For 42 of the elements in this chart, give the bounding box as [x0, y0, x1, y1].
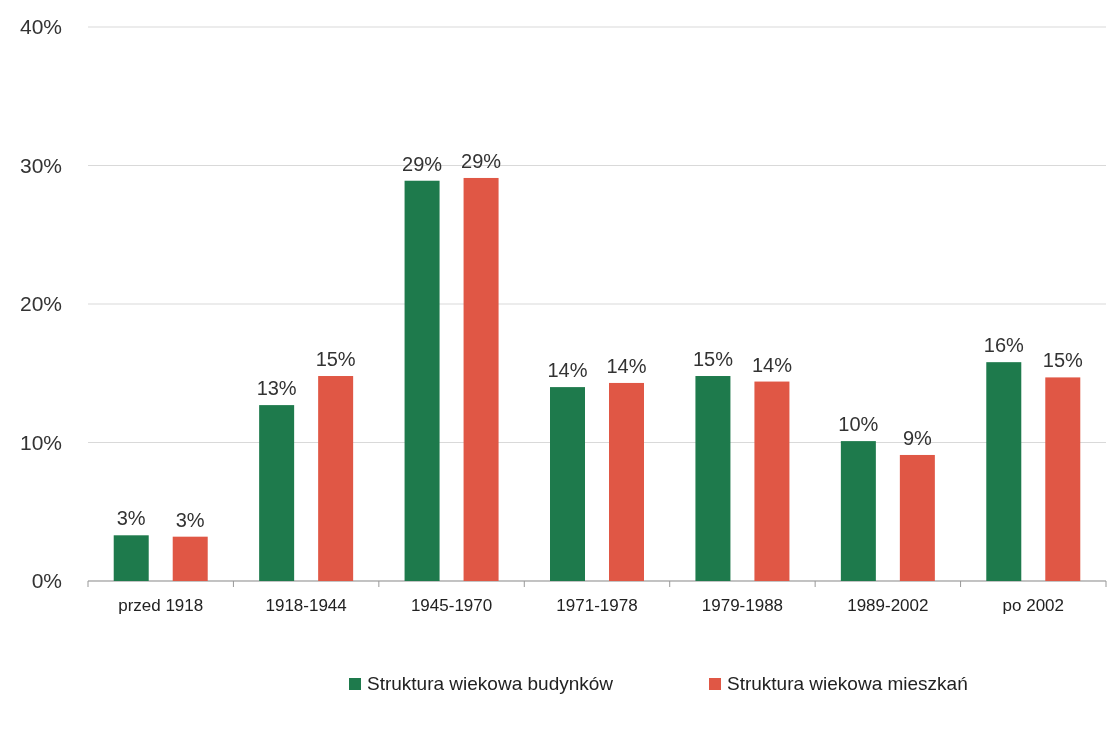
x-tick-label: 1979-1988 [701, 596, 784, 615]
y-tick-label: 10% [19, 430, 62, 454]
data-label: 3% [175, 508, 205, 531]
bar [318, 376, 354, 581]
x-tick-label: 1989-2002 [847, 596, 929, 615]
data-label: 10% [838, 413, 879, 436]
data-label: 14% [547, 359, 588, 382]
bar [840, 441, 876, 581]
data-label: 16% [983, 334, 1025, 357]
data-label: 29% [402, 152, 443, 175]
x-tick-label: 1971-1978 [556, 596, 638, 615]
x-tick-label: 1918-1944 [265, 596, 347, 615]
data-label: 14% [606, 354, 647, 377]
data-label: 15% [315, 348, 356, 371]
bar [113, 535, 149, 581]
bar [463, 177, 499, 581]
bar [986, 362, 1022, 581]
bar [754, 381, 790, 581]
x-tick-label: 1945-1970 [410, 596, 493, 615]
data-label: 29% [461, 149, 502, 172]
bar [172, 536, 208, 581]
data-label: 3% [116, 507, 146, 530]
data-label: 14% [751, 353, 793, 376]
y-tick-label: 40% [19, 15, 62, 38]
data-label: 15% [692, 348, 734, 371]
legend-label: Struktura wiekowa mieszkań [727, 673, 968, 694]
data-label: 13% [256, 377, 297, 400]
bar [695, 376, 731, 581]
x-tick-label: po 2002 [1002, 596, 1065, 615]
data-label: 9% [902, 426, 933, 449]
bar [899, 454, 935, 581]
bar [609, 382, 644, 581]
bar [259, 405, 295, 581]
y-tick-label: 30% [19, 153, 62, 177]
bar [404, 180, 440, 581]
x-tick-label: przed 1918 [118, 596, 204, 615]
bar [550, 387, 585, 581]
legend-label: Struktura wiekowa budynków [367, 673, 614, 694]
y-tick-label: 20% [19, 292, 62, 315]
data-label: 15% [1042, 349, 1084, 372]
y-tick-label: 0% [31, 569, 62, 592]
bar [1045, 377, 1081, 581]
